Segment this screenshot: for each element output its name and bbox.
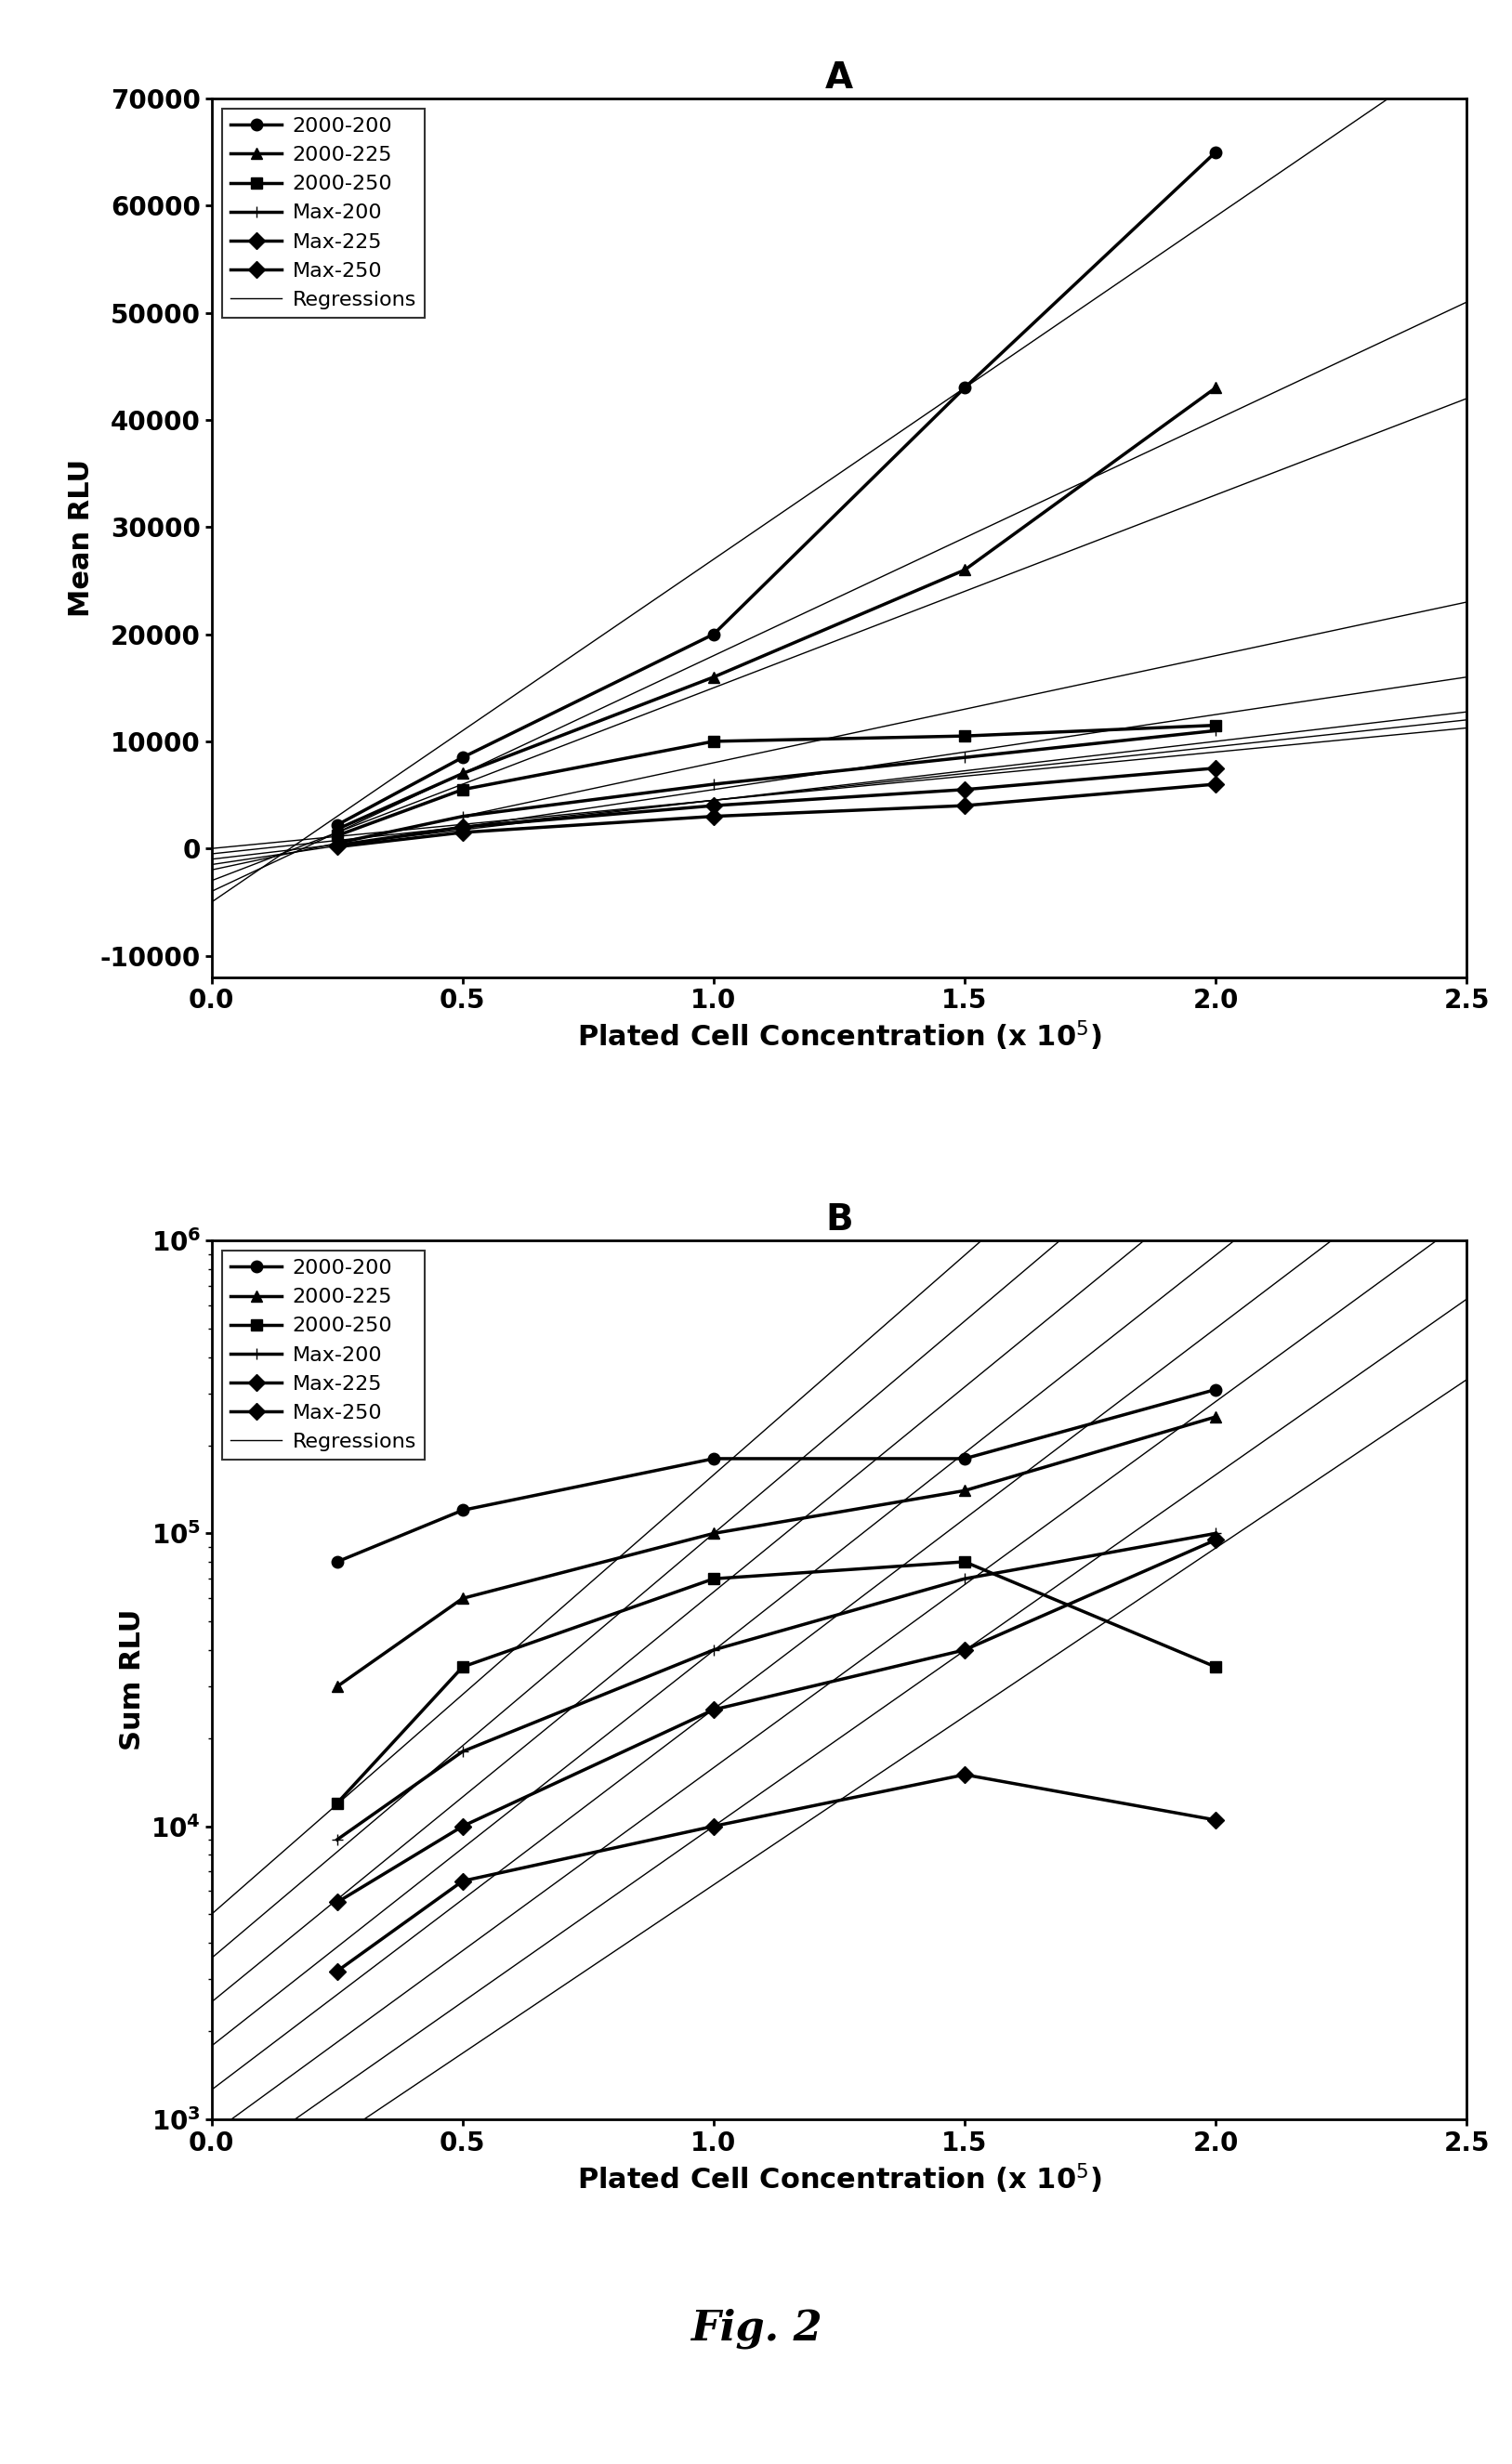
Max-200: [328, 828, 346, 857]
Max-225: [454, 813, 472, 843]
Max-200: [454, 801, 472, 830]
Max-200: [705, 1636, 723, 1666]
2000-250: [328, 821, 346, 850]
Max-200: [454, 1737, 472, 1767]
Max-225: [328, 830, 346, 860]
Max-250: [454, 1865, 472, 1895]
2000-250: [705, 727, 723, 756]
2000-250: [1207, 1653, 1225, 1683]
Max-250: [956, 1759, 974, 1789]
Legend: 2000-200, 2000-225, 2000-250, Max-200, Max-225, Max-250, Regressions: 2000-200, 2000-225, 2000-250, Max-200, M…: [222, 1252, 425, 1459]
Line: 2000-250: 2000-250: [331, 719, 1222, 840]
Line: Max-225: Max-225: [331, 761, 1222, 850]
Max-250: [328, 833, 346, 862]
2000-250: [328, 1789, 346, 1818]
2000-200: [454, 1496, 472, 1525]
Max-225: [328, 1887, 346, 1917]
2000-225: [454, 1584, 472, 1614]
Line: Max-225: Max-225: [331, 1535, 1222, 1907]
Max-225: [454, 1811, 472, 1841]
2000-225: [956, 554, 974, 584]
2000-200: [1207, 1375, 1225, 1404]
Y-axis label: Mean RLU: Mean RLU: [68, 458, 95, 616]
2000-250: [956, 1547, 974, 1577]
2000-200: [328, 1547, 346, 1577]
Y-axis label: Sum RLU: Sum RLU: [119, 1609, 145, 1749]
Text: Fig. 2: Fig. 2: [689, 2309, 823, 2348]
Max-225: [1207, 754, 1225, 784]
Max-225: [956, 774, 974, 803]
Max-200: [705, 769, 723, 798]
2000-225: [705, 1518, 723, 1547]
Max-225: [956, 1636, 974, 1666]
Max-250: [1207, 1806, 1225, 1836]
Line: Max-250: Max-250: [331, 779, 1222, 853]
Line: Max-200: Max-200: [331, 724, 1222, 850]
2000-200: [705, 1444, 723, 1473]
Max-250: [705, 801, 723, 830]
2000-250: [454, 1653, 472, 1683]
2000-225: [705, 663, 723, 692]
2000-200: [454, 742, 472, 771]
2000-225: [956, 1476, 974, 1506]
Line: 2000-200: 2000-200: [331, 1385, 1222, 1567]
Legend: 2000-200, 2000-225, 2000-250, Max-200, Max-225, Max-250, Regressions: 2000-200, 2000-225, 2000-250, Max-200, M…: [222, 108, 425, 318]
Max-225: [705, 1695, 723, 1725]
2000-200: [956, 372, 974, 402]
2000-250: [705, 1565, 723, 1594]
Max-250: [1207, 769, 1225, 798]
Max-250: [328, 1956, 346, 1986]
2000-250: [1207, 710, 1225, 739]
Max-225: [1207, 1525, 1225, 1555]
2000-200: [1207, 138, 1225, 168]
Max-250: [705, 1811, 723, 1841]
Title: A: A: [826, 59, 853, 96]
Line: 2000-250: 2000-250: [331, 1555, 1222, 1809]
Max-250: [956, 791, 974, 821]
Line: 2000-200: 2000-200: [331, 145, 1222, 830]
2000-250: [956, 722, 974, 752]
Max-200: [328, 1826, 346, 1855]
Max-225: [705, 791, 723, 821]
2000-225: [1207, 1402, 1225, 1432]
X-axis label: Plated Cell Concentration (x 10$^5$): Plated Cell Concentration (x 10$^5$): [578, 1020, 1101, 1052]
2000-200: [328, 811, 346, 840]
2000-225: [328, 1671, 346, 1700]
Line: Max-250: Max-250: [331, 1769, 1222, 1976]
2000-225: [454, 759, 472, 788]
2000-225: [1207, 372, 1225, 402]
Line: Max-200: Max-200: [331, 1528, 1222, 1846]
2000-200: [956, 1444, 974, 1473]
2000-200: [705, 618, 723, 648]
Line: 2000-225: 2000-225: [331, 1412, 1222, 1693]
Line: 2000-225: 2000-225: [331, 382, 1222, 835]
Max-200: [1207, 717, 1225, 747]
2000-225: [328, 816, 346, 845]
2000-250: [454, 774, 472, 803]
Title: B: B: [826, 1202, 853, 1237]
Max-200: [956, 742, 974, 771]
Max-200: [1207, 1518, 1225, 1547]
Max-250: [454, 818, 472, 848]
X-axis label: Plated Cell Concentration (x 10$^5$): Plated Cell Concentration (x 10$^5$): [578, 2161, 1101, 2195]
Max-200: [956, 1565, 974, 1594]
